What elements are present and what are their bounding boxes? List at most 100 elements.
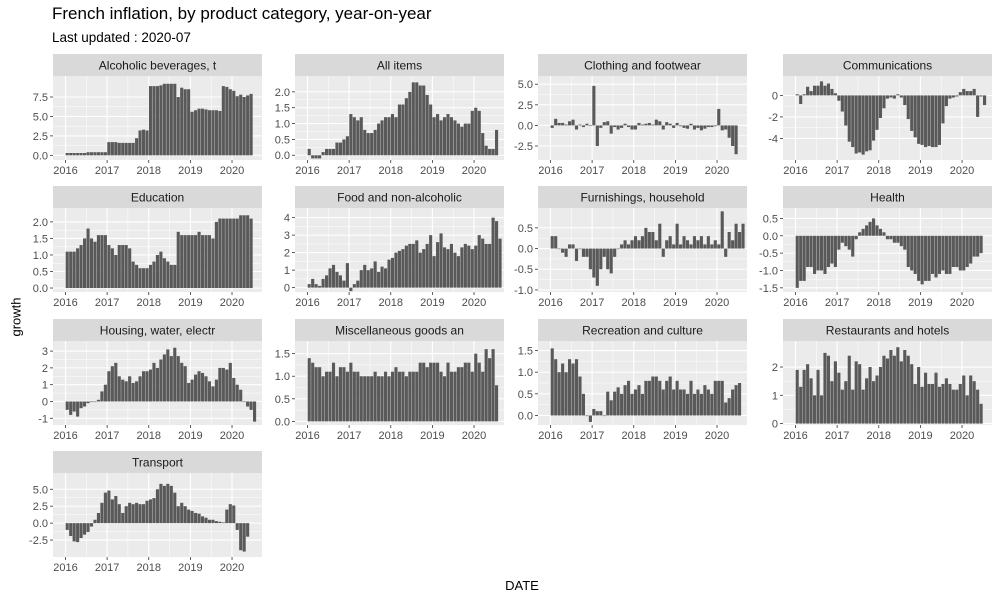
facet-strip (783, 319, 992, 341)
bar (446, 114, 450, 156)
facet-strip-label: Furnishings, household (580, 191, 704, 205)
bar (449, 243, 454, 288)
bar (103, 492, 107, 524)
bar (345, 136, 349, 156)
x-tick-label: 2017 (580, 430, 604, 442)
bar (858, 364, 862, 424)
bar (166, 83, 170, 156)
bar (679, 244, 683, 249)
x-tick-label: 2017 (825, 430, 849, 442)
bar (633, 236, 638, 249)
bar (152, 498, 156, 524)
bar (661, 248, 665, 257)
bar (858, 95, 862, 153)
bar (246, 401, 250, 407)
bar (460, 126, 464, 156)
x-tick-label: 2017 (95, 562, 119, 574)
bar (813, 395, 817, 424)
bar (135, 381, 139, 402)
x-tick-label: 2020 (950, 430, 974, 442)
bar (242, 523, 246, 552)
y-tick-label: -1.5 (759, 283, 778, 295)
bar (738, 232, 742, 249)
bar (135, 502, 139, 524)
bar (491, 217, 495, 288)
bar (699, 236, 703, 249)
bar (79, 401, 83, 409)
bar (93, 152, 97, 156)
bar (380, 376, 384, 422)
bar (314, 367, 318, 422)
bar (239, 215, 243, 289)
x-tick-label: 2018 (137, 297, 161, 309)
bar (851, 389, 855, 424)
bar (325, 275, 329, 288)
bar (114, 496, 118, 524)
bar (211, 110, 215, 156)
y-tick-label: 1.5 (275, 103, 290, 115)
bar (131, 261, 135, 289)
bar (211, 519, 215, 524)
x-tick-label: 2016 (538, 165, 562, 177)
bar (148, 264, 153, 289)
bar (713, 125, 717, 127)
bar (720, 380, 724, 416)
y-tick-label: 3 (42, 346, 48, 358)
x-tick-label: 2017 (95, 430, 119, 442)
bar (481, 371, 485, 422)
bar (422, 249, 426, 288)
bar (194, 110, 198, 156)
bar (418, 85, 422, 156)
bar (813, 235, 817, 274)
bar (442, 247, 447, 288)
bar (948, 383, 952, 424)
bar (937, 235, 942, 274)
bar (724, 248, 728, 257)
bar (844, 235, 848, 247)
bar (913, 95, 917, 138)
bar (470, 110, 474, 156)
bar (620, 244, 624, 249)
x-tick-label: 2017 (95, 165, 119, 177)
bar (941, 95, 945, 124)
bar (802, 235, 806, 281)
y-tick-label: 1 (772, 390, 778, 402)
bar (983, 95, 987, 106)
bar (221, 367, 225, 402)
bar (484, 145, 488, 156)
bar (955, 235, 959, 268)
y-tick-label: 1 (284, 265, 290, 277)
bar (474, 245, 478, 288)
bar (152, 362, 156, 402)
bar (637, 240, 641, 249)
bar (847, 95, 851, 142)
bar (816, 369, 820, 424)
bar (944, 235, 948, 274)
bar (795, 235, 799, 288)
bar (152, 86, 156, 156)
bar (114, 142, 118, 156)
bar (934, 235, 938, 278)
bar (613, 248, 617, 257)
bar (176, 506, 180, 524)
bar (679, 389, 683, 416)
bar (79, 153, 83, 156)
facet-strip (53, 319, 262, 341)
bar (197, 231, 201, 289)
bar (432, 256, 436, 288)
facet-strip (538, 186, 747, 208)
bar (592, 85, 596, 126)
bar (124, 506, 128, 524)
facet-strip (295, 54, 504, 76)
bar (180, 362, 184, 402)
bar (218, 367, 222, 402)
bar (387, 117, 391, 156)
bar (962, 235, 966, 271)
bar (422, 85, 426, 156)
bar (633, 125, 638, 130)
bar (342, 280, 346, 288)
y-tick-label: 0 (42, 396, 48, 408)
bar (658, 380, 662, 416)
bar (557, 248, 561, 250)
bar (166, 349, 170, 402)
